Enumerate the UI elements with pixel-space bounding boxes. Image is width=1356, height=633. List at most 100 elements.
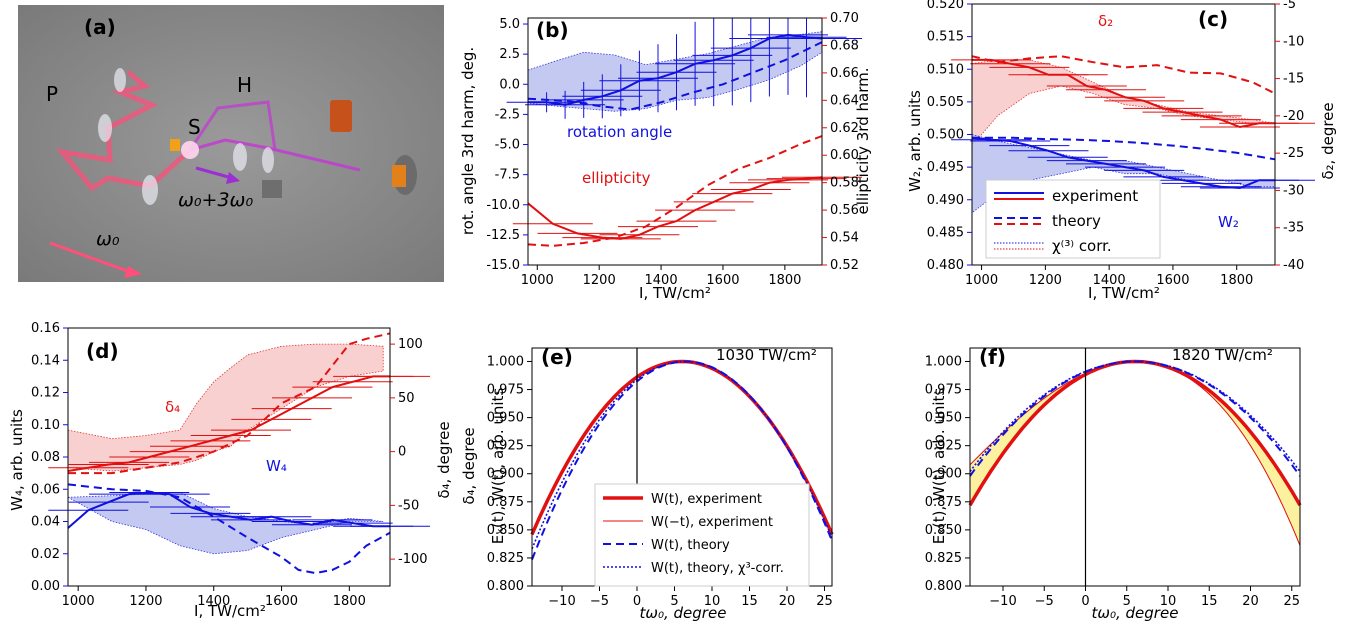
x-tick-label-e-2: 0: [633, 594, 641, 609]
setup-schematic: (a) P H S ω₀ ω₀+3ω₀: [18, 5, 444, 282]
x-tick-label-f-5: 15: [1201, 594, 1218, 609]
y-left-axis-label-c: W₂, arb. units: [906, 90, 924, 192]
label-p: P: [46, 82, 58, 106]
theory-line-d-3: [68, 332, 391, 475]
y-axis-label-e: δ₄, degree: [460, 427, 478, 504]
legend-entry-e-0: W(t), experiment: [651, 492, 762, 507]
x-axis-label-d: I, TW/cm²: [194, 602, 266, 620]
y-left-tick-label-d-3: 0.06: [31, 482, 60, 497]
y-left-axis-label-d: W₄, arb. units: [8, 409, 26, 511]
legend-entry-c-2: theory: [1052, 212, 1101, 230]
x-tick-label-c-0: 1000: [965, 273, 998, 288]
y-axis-label2-e: Eₓ(t), W(t), arb. units: [489, 388, 507, 545]
x-tick-label-d-0: 1000: [62, 594, 95, 609]
curve-f-0: [968, 359, 1302, 507]
y-right-tick-label-d-1: -50: [398, 498, 419, 513]
chart-f: −10 −5 0 5 10 15 20 25 0.800 0.825 0.850 0.875 0.900…: [925, 345, 1302, 622]
x-tick-label-e-7: 25: [816, 594, 833, 609]
y-right-tick-label-c-1: -35: [1283, 221, 1304, 236]
y-tick-label-e-0: 0.800: [487, 579, 524, 594]
x-axis-label-e: tω₀, degree: [640, 604, 727, 622]
panel-label-e: (e): [541, 345, 573, 369]
x-tick-label-c-2: 1400: [1093, 273, 1126, 288]
y-right-tick-label-b-5: 0.62: [830, 121, 859, 136]
y-left-tick-label-d-5: 0.10: [31, 418, 60, 433]
y-right-tick-label-c-0: -40: [1283, 258, 1304, 273]
y-right-tick-label-b-8: 0.68: [830, 38, 859, 53]
band-series-d-1: [66, 492, 384, 555]
annotation-c-0: δ₂: [1098, 12, 1113, 30]
annotation-c-1: W₂: [1218, 213, 1239, 231]
x-tick-label-f-1: −5: [1035, 594, 1054, 609]
x-tick-label-e-6: 20: [779, 594, 796, 609]
y-tick-label-f-8: 1.000: [925, 354, 962, 369]
y-right-axis-label-d: δ₄, degree: [435, 421, 453, 498]
band-series-b-0: [527, 31, 823, 112]
y-left-tick-label-b-6: 0.0: [499, 77, 520, 92]
y-right-axis-label-c: δ₂, degree: [1319, 102, 1337, 179]
chart-d: 1000 1200 1400 1600 18000.000.020.040.060.08…: [8, 321, 453, 620]
y-left-tick-label-d-4: 0.08: [31, 450, 60, 465]
y-right-tick-label-d-3: 50: [398, 391, 415, 406]
band-series-d-0: [67, 343, 384, 472]
x-axis-label-b: I, TW/cm²: [639, 284, 711, 302]
legend-entry-e-3: W(t), theory, χ³-corr.: [651, 561, 784, 576]
theory-line-c-5: [972, 136, 1276, 161]
chart-b: 1000 1200 1400 1600 1800 -15.0 -12.5 -10.0 -7.5 -…: [459, 11, 872, 302]
label-h: H: [237, 73, 252, 97]
y-left-tick-label-c-3: 0.495: [927, 160, 964, 175]
x-tick-label-e-1: −5: [590, 594, 609, 609]
x-tick-label-e-0: −10: [548, 594, 575, 609]
x-tick-label-f-6: 20: [1242, 594, 1259, 609]
y-tick-label-f-4: 0.900: [925, 467, 962, 482]
y-tick-label-f-7: 0.975: [925, 383, 962, 398]
y-tick-label-e-8: 1.000: [487, 354, 524, 369]
y-right-tick-label-c-5: -15: [1283, 72, 1304, 87]
x-tick-label-c-1: 1200: [1029, 273, 1062, 288]
legend-entry-e-2: W(t), theory: [651, 538, 730, 553]
chart-e: −10 −5 0 5 10 15 20 25 0.800 0.825 0.850 0.875 0.900…: [460, 345, 834, 622]
curve-e-2: [531, 360, 833, 560]
y-right-axis-label-b: ellipticity 3rd harm.: [854, 68, 872, 215]
x-tick-label-d-2: 1400: [197, 594, 230, 609]
label-s: S: [188, 115, 201, 139]
legend-entry-c-0: experiment: [1052, 187, 1138, 205]
y-tick-label-e-5: 0.925: [487, 439, 524, 454]
y-tick-label-f-2: 0.850: [925, 523, 962, 538]
x-tick-label-f-2: 0: [1081, 594, 1089, 609]
x-tick-label-b-0: 1000: [521, 273, 554, 288]
y-right-tick-label-d-2: 0: [398, 445, 406, 460]
y-tick-label-f-5: 0.925: [925, 439, 962, 454]
band-series-c-0: [971, 59, 1276, 147]
panel-label-d: (d): [86, 339, 119, 363]
x-tick-label-e-5: 15: [741, 594, 758, 609]
curve-f-1: [969, 360, 1301, 546]
x-axis-label-c: I, TW/cm²: [1088, 284, 1160, 302]
theory-line-d-5: [67, 483, 391, 575]
y-right-tick-label-b-4: 0.60: [830, 148, 859, 163]
y-left-tick-label-d-1: 0.02: [31, 547, 60, 562]
x-tick-label-d-1: 1200: [129, 594, 162, 609]
panel-label-b: (b): [536, 18, 569, 42]
y-left-tick-label-d-8: 0.16: [31, 321, 60, 336]
y-tick-label-f-0: 0.800: [925, 579, 962, 594]
label-omega0: ω₀: [96, 228, 120, 250]
y-tick-label-e-2: 0.850: [487, 523, 524, 538]
y-right-tick-label-c-4: -20: [1283, 109, 1304, 124]
x-tick-label-b-2: 1400: [645, 273, 678, 288]
y-tick-label-e-1: 0.825: [487, 551, 524, 566]
y-left-tick-label-b-5: -2.5: [495, 107, 520, 122]
y-right-tick-label-b-6: 0.64: [830, 93, 859, 108]
y-right-tick-label-b-2: 0.56: [830, 203, 859, 218]
y-left-tick-label-b-8: 5.0: [499, 17, 520, 32]
annotation-b-0: rotation angle: [567, 123, 672, 141]
y-right-tick-label-c-3: -25: [1283, 146, 1304, 161]
y-left-tick-label-b-2: -10.0: [486, 198, 520, 213]
intensity-label-f: 1820 TW/cm²: [1172, 346, 1273, 364]
y-left-tick-label-d-6: 0.12: [31, 386, 60, 401]
y-left-tick-label-d-2: 0.04: [31, 515, 60, 530]
y-left-tick-label-c-2: 0.490: [927, 193, 964, 208]
y-left-tick-label-b-4: -5.0: [495, 138, 520, 153]
y-left-tick-label-d-7: 0.14: [31, 353, 60, 368]
